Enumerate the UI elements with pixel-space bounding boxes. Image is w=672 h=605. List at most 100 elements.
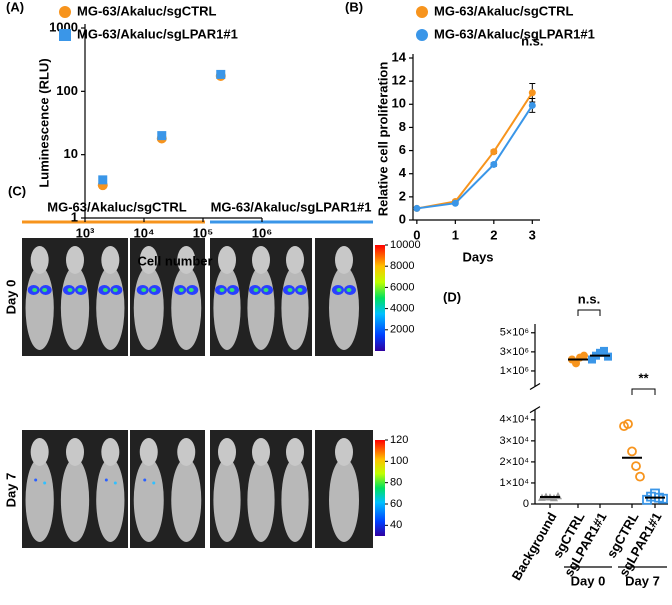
marker	[623, 419, 633, 429]
colorbar-tick-label: 40	[390, 519, 402, 531]
x-tick-label: 10⁵	[193, 225, 214, 240]
signal	[188, 288, 194, 292]
group-label: MG-63/Akaluc/sgLPAR1#1	[211, 199, 372, 214]
marker	[635, 471, 645, 482]
signal	[32, 288, 38, 292]
signal	[253, 288, 259, 292]
signal	[143, 478, 147, 482]
y-tick-label: 3×10⁴	[499, 435, 529, 447]
y-tick-label: 0	[399, 211, 406, 226]
marker	[600, 346, 608, 355]
signal	[219, 288, 225, 292]
legend-label: MG-63/Akaluc/sgCTRL	[77, 3, 216, 18]
mouse-body	[133, 458, 164, 542]
x-axis-label: Cell number	[137, 253, 212, 268]
x-tick-label: 10⁴	[134, 225, 155, 240]
marker	[572, 359, 580, 368]
signal	[336, 288, 342, 292]
mouse-body	[213, 266, 241, 350]
legend-label: MG-63/Akaluc/sgLPAR1#1	[434, 26, 595, 41]
y-tick-label: 1	[71, 209, 78, 224]
row-label: Day 0	[3, 280, 18, 315]
mouse-head	[177, 246, 196, 274]
signal	[113, 481, 117, 485]
y-axis-label: Relative cell proliferation	[375, 62, 390, 217]
mouse-body	[247, 266, 275, 350]
colorbar	[375, 245, 385, 351]
mouse-head	[252, 438, 270, 466]
marker	[490, 160, 498, 168]
mouse-head	[101, 246, 120, 274]
colorbar-tick-label: 60	[390, 498, 402, 510]
x-tick-label: 1	[452, 227, 459, 242]
mouse-body	[60, 266, 90, 350]
marker	[631, 461, 641, 472]
signal	[43, 481, 47, 485]
signal	[104, 478, 108, 482]
marker	[627, 446, 637, 457]
annotation: **	[638, 370, 649, 385]
y-tick-label: 14	[392, 49, 407, 64]
signal	[34, 478, 38, 482]
marker	[157, 131, 167, 141]
panel-label: (C)	[8, 183, 26, 198]
mouse-head	[139, 246, 158, 274]
marker	[451, 199, 459, 207]
mouse-body	[329, 266, 359, 350]
mouse-body	[171, 266, 202, 350]
group-label: MG-63/Akaluc/sgCTRL	[47, 199, 186, 214]
mouse-body	[281, 458, 309, 542]
mouse-body	[247, 458, 275, 542]
axis-break	[529, 382, 541, 391]
signal	[42, 288, 48, 292]
colorbar-tick-label: 2000	[390, 324, 414, 336]
mouse-body	[25, 458, 54, 542]
y-tick-label: 12	[392, 73, 406, 88]
y-tick-label: 5×10⁶	[500, 327, 529, 339]
y-tick-label: 0	[523, 498, 529, 510]
axis-break	[529, 406, 541, 414]
y-tick-label: 2×10⁴	[499, 456, 529, 468]
signal	[112, 288, 118, 292]
mouse-head	[286, 246, 304, 274]
colorbar-tick-label: 120	[390, 434, 408, 446]
annotation: n.s.	[521, 33, 543, 48]
marker	[580, 351, 588, 360]
signal	[152, 481, 156, 485]
bracket	[631, 388, 656, 395]
signal	[346, 288, 352, 292]
y-tick-label: 2	[399, 188, 406, 203]
marker	[413, 204, 421, 212]
panel-label: (A)	[6, 0, 24, 14]
signal	[229, 288, 235, 292]
mouse-head	[252, 246, 270, 274]
mouse-body	[329, 458, 359, 542]
marker	[658, 493, 668, 504]
x-tick-label: 0	[413, 227, 420, 242]
colorbar-tick-label: 8000	[390, 260, 414, 272]
y-tick-label: 10	[392, 96, 406, 111]
x-tick-label: 3	[529, 227, 536, 242]
x-tick-label: Background	[509, 510, 560, 583]
mouse-body	[96, 266, 125, 350]
mouse-images	[22, 220, 373, 548]
colorbar-tick-label: 4000	[390, 303, 414, 315]
group-label: Day 0	[571, 573, 606, 588]
signal	[178, 288, 184, 292]
legend-label: MG-63/Akaluc/sgCTRL	[434, 3, 573, 18]
legend-marker	[416, 6, 428, 18]
y-tick-label: 4×10⁴	[499, 414, 529, 426]
y-axis-label: Luminescence (RLU)	[36, 58, 51, 187]
y-tick-label: 6	[399, 142, 406, 157]
colorbar-tick-label: 6000	[390, 281, 414, 293]
y-tick-label: 1×10⁶	[500, 365, 529, 377]
y-tick-label: 1×10⁴	[499, 477, 529, 489]
mouse-head	[101, 438, 120, 466]
legend-marker	[59, 29, 71, 41]
marker	[216, 69, 226, 79]
x-axis-label: Days	[462, 249, 493, 264]
colorbar	[375, 440, 385, 536]
panel-label: (D)	[443, 289, 461, 304]
marker	[528, 89, 536, 97]
